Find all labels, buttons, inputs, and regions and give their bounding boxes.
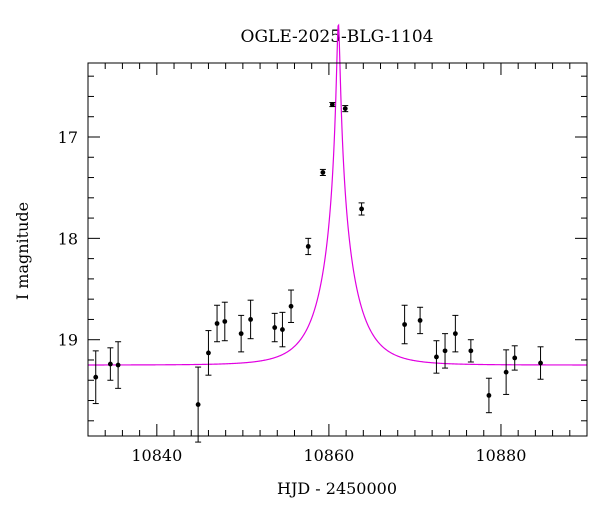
data-marker — [329, 102, 335, 107]
data-marker — [195, 402, 201, 407]
data-marker — [238, 331, 244, 337]
data-point — [442, 333, 449, 369]
data-point — [467, 339, 474, 363]
data-marker — [434, 354, 439, 360]
data-marker — [486, 393, 492, 398]
y-axis-label: I magnitude — [13, 202, 32, 300]
x-tick-label: 10860 — [303, 446, 354, 465]
data-point — [485, 377, 492, 414]
data-point — [214, 304, 221, 343]
data-point — [511, 345, 518, 371]
data-marker — [214, 321, 220, 326]
data-marker — [538, 360, 543, 366]
model-curve — [88, 23, 587, 366]
data-marker — [417, 318, 423, 323]
data-point — [342, 105, 349, 113]
data-marker — [359, 206, 364, 212]
x-axis-label: HJD - 2450000 — [277, 479, 397, 498]
data-point — [503, 349, 510, 395]
data-marker — [402, 322, 408, 327]
y-tick-labels: 17 18 19 — [58, 128, 78, 350]
data-marker — [280, 327, 285, 332]
data-marker — [503, 369, 509, 375]
y-tick-label: 19 — [58, 331, 78, 350]
y-tick-label: 18 — [58, 229, 78, 248]
data-marker — [305, 244, 311, 249]
data-marker — [468, 348, 474, 354]
data-point — [238, 314, 245, 353]
data-point — [247, 299, 254, 340]
data-point — [452, 314, 459, 353]
data-point — [433, 340, 440, 374]
data-marker — [222, 319, 228, 324]
data-point — [358, 202, 365, 216]
x-tick-labels: 10840 10860 10880 — [131, 446, 526, 465]
y-tick-label: 17 — [58, 128, 78, 147]
data-point — [329, 102, 336, 108]
plot-frame — [87, 62, 588, 437]
data-point — [305, 237, 312, 256]
data-marker — [288, 303, 294, 309]
data-point — [115, 341, 122, 389]
data-point — [221, 301, 228, 342]
data-marker — [272, 325, 278, 330]
data-marker — [248, 317, 254, 322]
data-point — [107, 347, 114, 381]
data-marker — [512, 355, 518, 361]
data-marker — [115, 362, 121, 368]
data-point — [271, 312, 278, 343]
data-point — [195, 366, 202, 443]
data-point — [319, 168, 326, 177]
data-point — [205, 330, 212, 376]
data-point — [401, 304, 408, 345]
data-point — [417, 306, 424, 335]
data-point — [279, 311, 286, 348]
x-tick-label: 10840 — [131, 446, 182, 465]
data-marker — [206, 350, 211, 356]
data-marker — [320, 170, 326, 175]
data-marker — [452, 331, 458, 337]
data-point — [288, 289, 295, 323]
data-marker — [93, 374, 99, 380]
data-marker — [442, 348, 448, 354]
x-tick-label: 10880 — [476, 446, 527, 465]
data-marker — [107, 361, 113, 367]
data-point — [92, 350, 99, 405]
plot-area — [87, 23, 588, 443]
data-point — [537, 346, 544, 380]
axis-ticks — [87, 63, 588, 436]
data-marker — [342, 106, 348, 112]
